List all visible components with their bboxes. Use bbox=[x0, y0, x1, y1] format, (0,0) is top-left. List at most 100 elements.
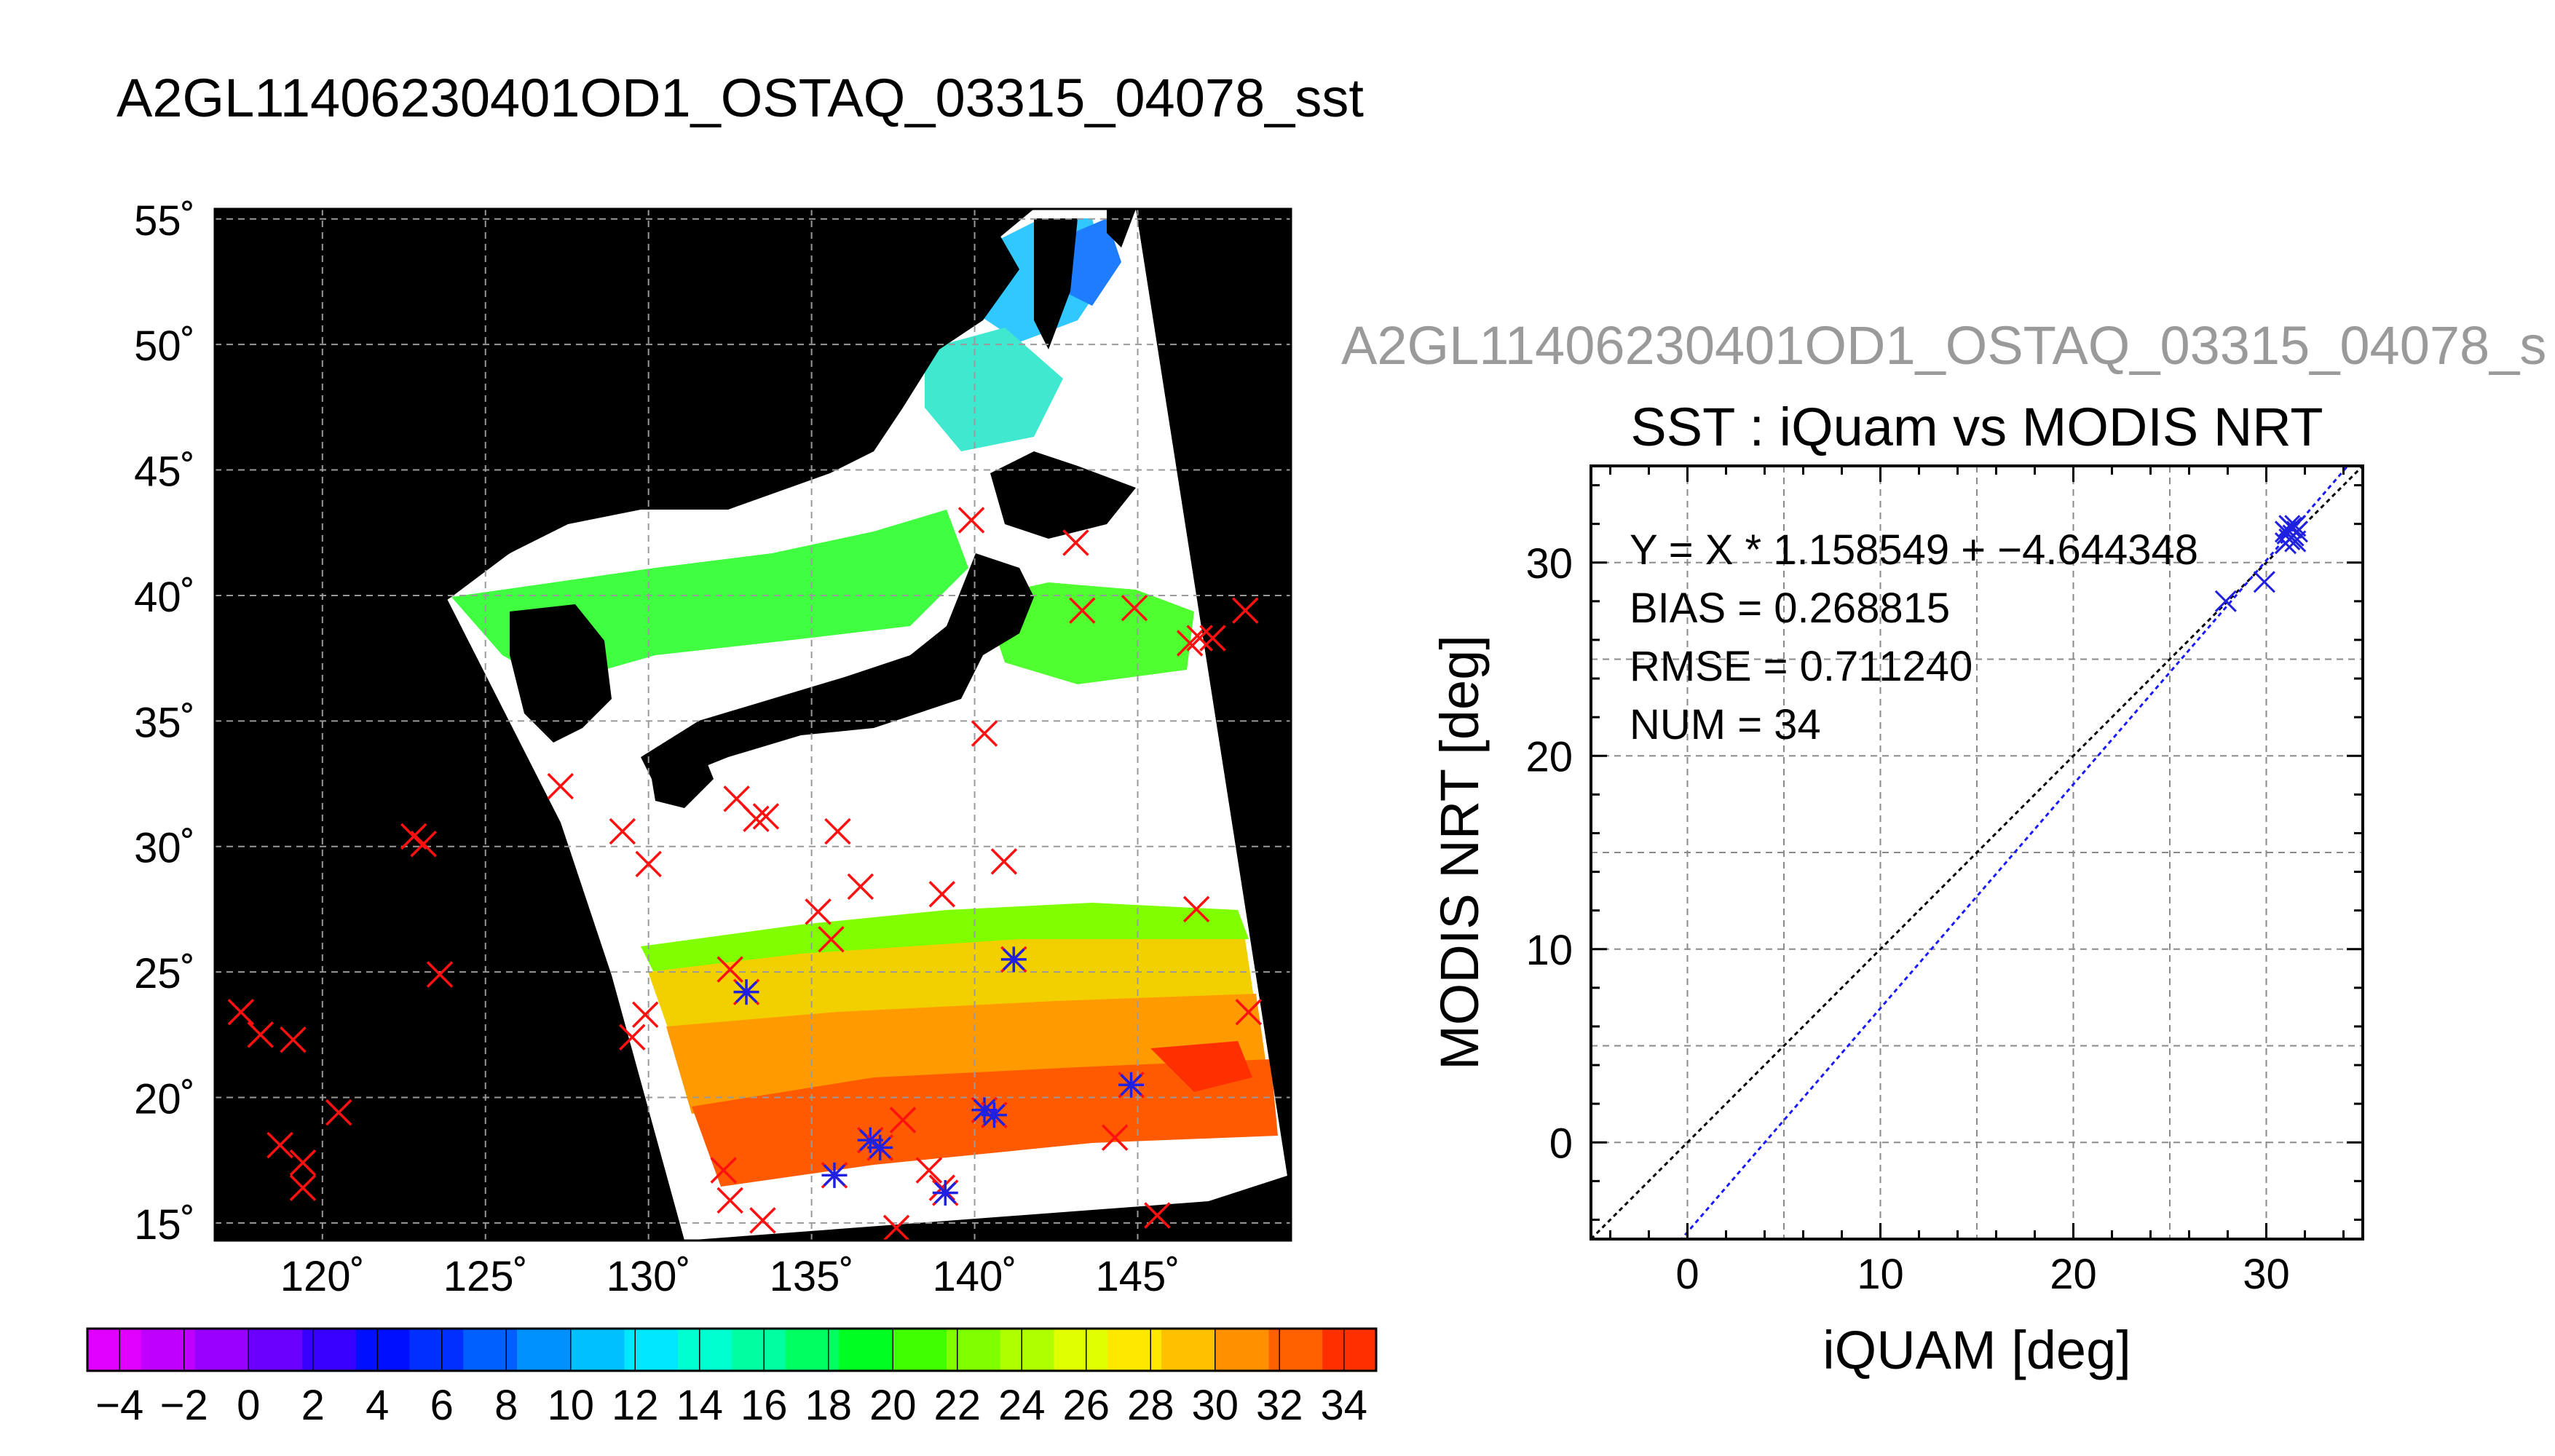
colorbar-swatch bbox=[355, 1329, 410, 1371]
colorbar-labels: −4 −2 0 2 4 6 8 10 12 14 16 18 20 22 24 26 28 30 32 34 bbox=[95, 1329, 1367, 1429]
iquam-marker bbox=[818, 926, 845, 953]
colorbar-swatch bbox=[302, 1329, 357, 1371]
colorbar-label: 30 bbox=[1191, 1382, 1239, 1429]
iquam-marker bbox=[631, 1001, 659, 1028]
scatter-frame bbox=[1590, 464, 2364, 1241]
colorbar-swatch bbox=[1107, 1329, 1162, 1371]
scatter-ticks: 0 0 10 10 20 20 30 30 bbox=[1525, 466, 2363, 1298]
lat-label: 15˚ bbox=[134, 1201, 195, 1249]
colorbar-label: −4 bbox=[95, 1382, 143, 1429]
iquam-marker bbox=[710, 1157, 737, 1184]
scatter-point bbox=[2214, 590, 2237, 612]
colorbar-label: 22 bbox=[933, 1382, 981, 1429]
lon-label: 145˚ bbox=[1095, 1253, 1180, 1300]
iquam-marker bbox=[990, 848, 1018, 875]
colorbar-label: 32 bbox=[1256, 1382, 1303, 1429]
lat-label: 25˚ bbox=[134, 950, 195, 997]
matched-marker bbox=[733, 979, 759, 1005]
iquam-marker bbox=[1101, 1124, 1129, 1151]
colorbar-swatch bbox=[87, 1329, 142, 1371]
lat-label: 35˚ bbox=[134, 699, 195, 746]
colorbar-swatch bbox=[893, 1329, 947, 1371]
iquam-marker bbox=[1235, 999, 1263, 1026]
matched-marker bbox=[981, 1102, 1007, 1128]
sst-cool-ocean bbox=[925, 328, 1063, 451]
lat-label: 50˚ bbox=[134, 323, 195, 370]
colorbar-swatch bbox=[1054, 1329, 1108, 1371]
scatter-points bbox=[2214, 515, 2308, 612]
iquam-marker bbox=[752, 803, 780, 830]
x-tick-label: 30 bbox=[2243, 1251, 2290, 1298]
colorbar-label: 26 bbox=[1062, 1382, 1110, 1429]
colorbar-label: 6 bbox=[430, 1382, 454, 1429]
iquam-marker bbox=[547, 772, 574, 800]
x-axis-label: iQUAM [deg] bbox=[1823, 1320, 2131, 1380]
land-japan-kyushu bbox=[648, 743, 714, 808]
iquam-marker bbox=[1121, 594, 1148, 622]
iquam-marker bbox=[882, 1214, 910, 1241]
iquam-marker bbox=[619, 1024, 646, 1051]
scatter-annotation: NUM = 34 bbox=[1630, 701, 1821, 748]
map-iquam-markers bbox=[227, 507, 1263, 1241]
matched-marker bbox=[971, 1097, 998, 1123]
x-tick-label: 10 bbox=[1857, 1251, 1904, 1298]
iquam-marker bbox=[749, 1207, 776, 1234]
colorbar-swatch bbox=[732, 1329, 786, 1371]
swath-edge-east bbox=[1136, 209, 1291, 1241]
colorbar-label: 10 bbox=[547, 1382, 594, 1429]
iquam-marker bbox=[289, 1174, 317, 1201]
map-panel: 55˚ 50˚ 45˚ 40˚ 35˚ 30˚ 25˚ 20˚ 15˚ 120˚ 125˚ 130˚… bbox=[134, 197, 1292, 1300]
iquam-marker bbox=[957, 507, 985, 534]
lon-label: 130˚ bbox=[607, 1253, 691, 1300]
colorbar-swatch bbox=[1000, 1329, 1054, 1371]
lat-label: 40˚ bbox=[134, 574, 195, 621]
iquam-marker bbox=[266, 1131, 293, 1159]
y-tick-label: 30 bbox=[1525, 540, 1573, 587]
colorbar-swatch bbox=[141, 1329, 195, 1371]
lon-labels: 120˚ 125˚ 130˚ 135˚ 140˚ 145˚ bbox=[280, 1253, 1180, 1300]
colorbar: −4 −2 0 2 4 6 8 10 12 14 16 18 20 22 24 26 28 30 32 34 bbox=[86, 1327, 1378, 1429]
lon-label: 135˚ bbox=[770, 1253, 854, 1300]
colorbar-swatch bbox=[463, 1329, 518, 1371]
iquam-marker bbox=[325, 1099, 352, 1126]
lon-label: 120˚ bbox=[280, 1253, 365, 1300]
colorbar-swatch bbox=[1215, 1329, 1269, 1371]
iquam-marker bbox=[289, 1149, 317, 1176]
scatter-point bbox=[2284, 515, 2307, 537]
map-frame bbox=[213, 207, 1292, 1242]
iquam-marker bbox=[971, 720, 998, 747]
scatter-point bbox=[2274, 521, 2297, 543]
y-tick-label: 0 bbox=[1549, 1120, 1573, 1167]
scatter-source-title: A2GL11406230401OD1_OSTAQ_03315_04078_s bbox=[1341, 315, 2547, 376]
scatter-point bbox=[2253, 571, 2275, 593]
land-sakhalin bbox=[1034, 218, 1078, 349]
iquam-marker bbox=[1062, 529, 1089, 556]
scatter-annotation: BIAS = 0.268815 bbox=[1630, 585, 1950, 632]
colorbar-swatch bbox=[839, 1329, 893, 1371]
iquam-marker bbox=[805, 898, 832, 925]
colorbar-swatch bbox=[194, 1329, 249, 1371]
land-masses bbox=[215, 209, 1136, 808]
iquam-marker bbox=[1232, 597, 1259, 624]
lat-label: 20˚ bbox=[134, 1075, 195, 1123]
colorbar-swatch bbox=[785, 1329, 840, 1371]
iquam-marker bbox=[280, 1026, 307, 1053]
x-tick-label: 20 bbox=[2050, 1251, 2097, 1298]
colorbar-swatch bbox=[1161, 1329, 1216, 1371]
map-matched-markers bbox=[732, 946, 1145, 1206]
iquam-marker bbox=[247, 1021, 274, 1048]
colorbar-swatch bbox=[248, 1329, 303, 1371]
matched-marker bbox=[932, 1179, 958, 1206]
colorbar-label: 24 bbox=[998, 1382, 1046, 1429]
sst-red-patch bbox=[1150, 1041, 1252, 1092]
colorbar-label: 2 bbox=[301, 1382, 325, 1429]
lon-label: 125˚ bbox=[443, 1253, 528, 1300]
colorbar-swatch bbox=[624, 1329, 679, 1371]
iquam-marker bbox=[1144, 1202, 1171, 1229]
colorbar-frame bbox=[86, 1327, 1378, 1372]
iquam-marker bbox=[1069, 597, 1096, 624]
lon-label: 140˚ bbox=[933, 1253, 1017, 1300]
identity-line bbox=[1591, 466, 2363, 1239]
colorbar-swatch bbox=[947, 1329, 1001, 1371]
